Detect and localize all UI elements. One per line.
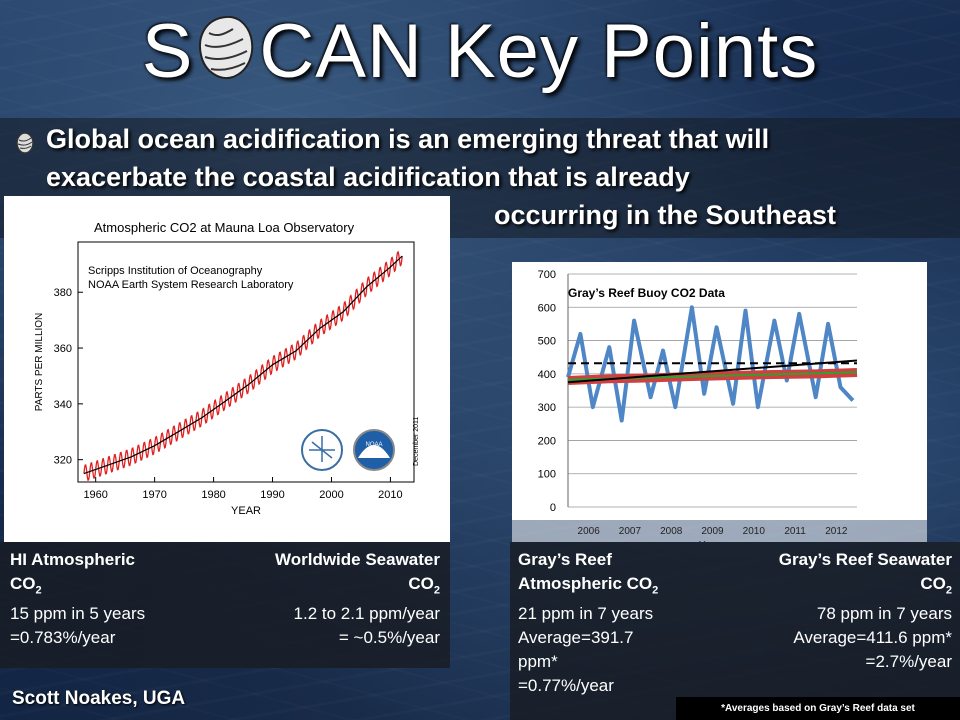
annual-mean-line [83, 255, 403, 475]
hi-atm-change: 15 ppm in 5 years [10, 604, 146, 624]
world-sea-change: 1.2 to 2.1 ppm/year [293, 604, 440, 624]
gr-atm-average: Average=391.7 [518, 628, 634, 648]
x-tick-label: 2007 [619, 526, 642, 537]
gr-atm-change: 21 ppm in 7 years [518, 604, 654, 624]
hi-atm-heading: HI Atmospheric [10, 550, 136, 569]
world-sea-heading: Worldwide Seawater [274, 550, 440, 569]
gr-atm-co2: Atmospheric CO2 [518, 574, 659, 597]
y-tick-label: 400 [538, 369, 556, 381]
worldwide-seawater-box: Worldwide Seawater CO2 1.2 to 2.1 ppm/ye… [210, 542, 450, 668]
gr-sea-average: Average=411.6 ppm* [793, 628, 952, 648]
scripps-logo [301, 429, 343, 471]
y-tick-label: 380 [54, 287, 72, 299]
gr-atm-rate: =0.77%/year [518, 676, 614, 696]
x-tick-label: 1960 [83, 489, 107, 501]
title-suffix: CAN Key Points [259, 9, 819, 94]
bullet-line-2: exacerbate the coastal acidification tha… [46, 162, 690, 192]
x-tick-label: 2012 [825, 526, 848, 537]
world-sea-co2: CO2 [408, 574, 440, 597]
y-tick-label: 700 [538, 269, 556, 281]
y-tick-label: 200 [538, 435, 556, 447]
grays-reef-chart: 0 100 200 300 400 500 600 700 Gray’s Reef Buoy … [538, 269, 858, 514]
title-prefix: S [141, 9, 194, 94]
x-tick-label: 2000 [319, 489, 343, 501]
x-tick-label: 2008 [660, 526, 683, 537]
hi-atm-rate: =0.783%/year [10, 628, 116, 648]
chart-date-annotation: December 2011 [413, 417, 420, 466]
gr-atm-unit: ppm* [518, 652, 558, 672]
mauna-loa-chart-panel: Atmospheric CO2 at Mauna Loa Observatory… [4, 196, 450, 542]
grays-reef-atmospheric-box: Gray’s Reef Atmospheric CO2 21 ppm in 7 … [510, 542, 696, 720]
gr-sea-rate: =2.7%/year [865, 652, 952, 672]
x-tick-label: 2010 [743, 526, 766, 537]
chart-subtitle-1: Scripps Institution of Oceanography [88, 265, 263, 277]
y-axis-label: PARTS PER MILLION [34, 313, 45, 412]
gr-sea-change: 78 ppm in 7 years [816, 604, 952, 624]
y-tick-label: 360 [54, 343, 72, 355]
x-tick-label: 2011 [784, 526, 806, 537]
x-tick-label: 1980 [201, 489, 225, 501]
plot-frame [77, 241, 415, 483]
footnote: *Averages based on Gray’s Reef data set [676, 697, 960, 720]
x-tick-label: 2009 [701, 526, 724, 537]
y-tick-label: 100 [538, 469, 556, 481]
y-tick-label: 0 [550, 502, 556, 514]
x-tick-label: 1990 [260, 489, 284, 501]
svg-text:NOAA: NOAA [365, 442, 382, 448]
y-tick-label: 320 [54, 455, 72, 467]
author-credit: Scott Noakes, UGA [12, 688, 186, 709]
chart-title: Gray’s Reef Buoy CO2 Data [568, 286, 725, 300]
x-tick-label: 1970 [142, 489, 166, 501]
y-tick-label: 500 [538, 336, 556, 348]
mauna-loa-chart: Atmospheric CO2 at Mauna Loa Observatory… [34, 220, 420, 517]
gr-sea-heading: Gray’s Reef Seawater [778, 550, 952, 569]
world-sea-rate: = ~0.5%/year [338, 628, 440, 648]
seawater-co2-series [566, 305, 855, 423]
noaa-logo: NOAA [353, 429, 395, 471]
hi-atmospheric-box: HI Atmospheric CO2 15 ppm in 5 years =0.… [0, 542, 210, 668]
x-axis-label: YEAR [231, 505, 261, 517]
y-tick-label: 300 [538, 402, 556, 414]
grays-reef-seawater-box: Gray’s Reef Seawater CO2 78 ppm in 7 yea… [696, 542, 960, 697]
bullet-line-1: Global ocean acidification is an emergin… [46, 124, 770, 154]
chart-title: Atmospheric CO2 at Mauna Loa Observatory [94, 220, 355, 235]
bullet-line-3: occurring in the Southeast [494, 200, 837, 230]
gr-atm-heading: Gray’s Reef [518, 550, 612, 569]
y-tick-label: 340 [54, 399, 72, 411]
oyster-logo-icon [193, 13, 259, 83]
y-tick-label: 600 [538, 302, 556, 314]
x-tick-label: 2010 [378, 489, 402, 501]
oyster-bullet-icon [16, 132, 34, 154]
gr-sea-co2: CO2 [920, 574, 952, 597]
hi-atm-co2: CO2 [10, 574, 42, 597]
chart-subtitle-2: NOAA Earth System Research Laboratory [88, 279, 294, 291]
slide-title: S CAN Key Points [0, 8, 960, 95]
x-tick-label: 2006 [578, 526, 601, 537]
grays-reef-chart-panel: 0 100 200 300 400 500 600 700 Gray’s Reef Buoy … [512, 262, 927, 520]
